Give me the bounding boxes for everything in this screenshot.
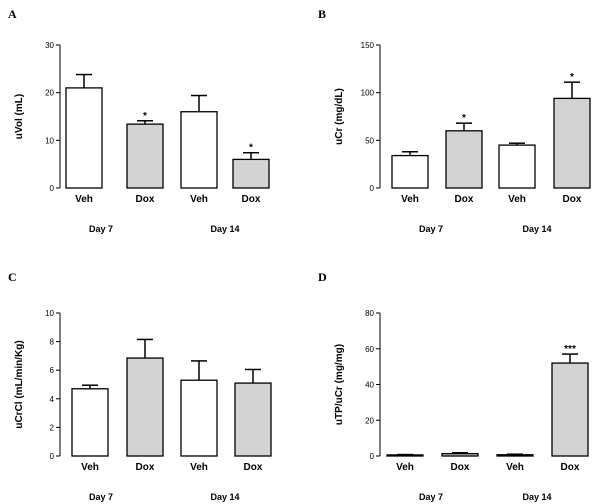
y-tick-label: 150 [361, 41, 375, 50]
significance-marker: * [143, 111, 147, 122]
group-label: Day 14 [522, 492, 551, 502]
y-tick-label: 0 [370, 452, 375, 461]
panel-letter-d: D [318, 270, 327, 284]
bar-dox [551, 362, 589, 457]
bar-veh [180, 379, 218, 457]
panel-b: B 0 50 100 150 uCr (mg/dL) Veh * Dox Veh * Dox Day 7… [318, 7, 591, 234]
bar-veh [386, 454, 424, 457]
bar-veh [498, 144, 536, 189]
y-tick-label: 0 [50, 452, 55, 461]
group-label: Day 14 [522, 224, 551, 234]
group-label: Day 14 [210, 224, 239, 234]
x-tick-label: Veh [401, 194, 419, 205]
y-tick-label: 10 [45, 136, 54, 145]
bar-dox [126, 123, 164, 189]
x-tick-label: Veh [506, 462, 524, 473]
y-axis-title: uTP/uCr (mg/mg) [334, 344, 345, 425]
y-axis-title: uCr (mg/dL) [334, 88, 345, 145]
bar-dox [553, 97, 591, 189]
bar-dox [445, 130, 483, 189]
group-label: Day 7 [419, 492, 443, 502]
y-axis-title: uCrCl (mL/min/Kg) [14, 340, 25, 428]
x-tick-label: Dox [451, 462, 470, 473]
y-tick-label: 0 [50, 184, 55, 193]
panel-letter-a: A [8, 7, 17, 21]
panel-c: C 0 2 4 6 8 10 uCrCl (mL/min/Kg) Veh Dox Veh Dox Day… [8, 270, 272, 502]
x-tick-label: Veh [81, 462, 99, 473]
x-tick-label: Veh [190, 462, 208, 473]
y-axis-title: uVol (mL) [14, 94, 25, 139]
x-tick-label: Dox [561, 462, 580, 473]
y-tick-label: 20 [45, 89, 54, 98]
bar-veh [391, 154, 429, 189]
group-label: Day 14 [210, 492, 239, 502]
y-tick-label: 0 [370, 184, 375, 193]
bar-veh [65, 87, 103, 189]
group-label: Day 7 [89, 224, 113, 234]
bar-dox [232, 158, 270, 189]
bar-dox [234, 382, 272, 457]
group-label: Day 7 [419, 224, 443, 234]
significance-marker: * [249, 143, 253, 154]
x-tick-label: Dox [244, 462, 263, 473]
x-tick-label: Dox [136, 194, 155, 205]
bar-veh [496, 454, 534, 457]
significance-marker: * [570, 72, 574, 83]
y-tick-label: 2 [50, 423, 55, 432]
significance-marker: *** [564, 344, 576, 355]
bar-veh [180, 111, 218, 189]
x-tick-label: Veh [75, 194, 93, 205]
y-tick-label: 100 [361, 89, 375, 98]
panel-d: D 0 20 40 60 80 uTP/uCr (mg/mg) Veh Dox Veh *** Dox… [318, 270, 589, 502]
panel-a: A 0 10 20 30 uVol (mL) Veh * Dox Veh * Dox Day 7 Day … [8, 7, 270, 234]
x-tick-label: Veh [508, 194, 526, 205]
panel-letter-b: B [318, 7, 326, 21]
x-tick-label: Veh [190, 194, 208, 205]
bar-dox [126, 357, 164, 457]
x-tick-label: Dox [563, 194, 582, 205]
group-label: Day 7 [89, 492, 113, 502]
significance-marker: * [462, 113, 466, 124]
y-tick-label: 6 [50, 366, 55, 375]
bar-dox [441, 453, 479, 457]
y-tick-label: 4 [50, 395, 55, 404]
y-tick-label: 10 [45, 309, 54, 318]
y-tick-label: 30 [45, 41, 54, 50]
y-tick-label: 80 [365, 309, 374, 318]
x-tick-label: Dox [455, 194, 474, 205]
y-tick-label: 8 [50, 338, 55, 347]
y-tick-label: 20 [365, 416, 374, 425]
y-tick-label: 40 [365, 381, 374, 390]
x-tick-label: Dox [242, 194, 261, 205]
y-tick-label: 60 [365, 345, 374, 354]
x-tick-label: Veh [396, 462, 414, 473]
bar-veh [71, 388, 109, 457]
panel-letter-c: C [8, 270, 17, 284]
y-tick-label: 50 [365, 136, 374, 145]
x-tick-label: Dox [136, 462, 155, 473]
